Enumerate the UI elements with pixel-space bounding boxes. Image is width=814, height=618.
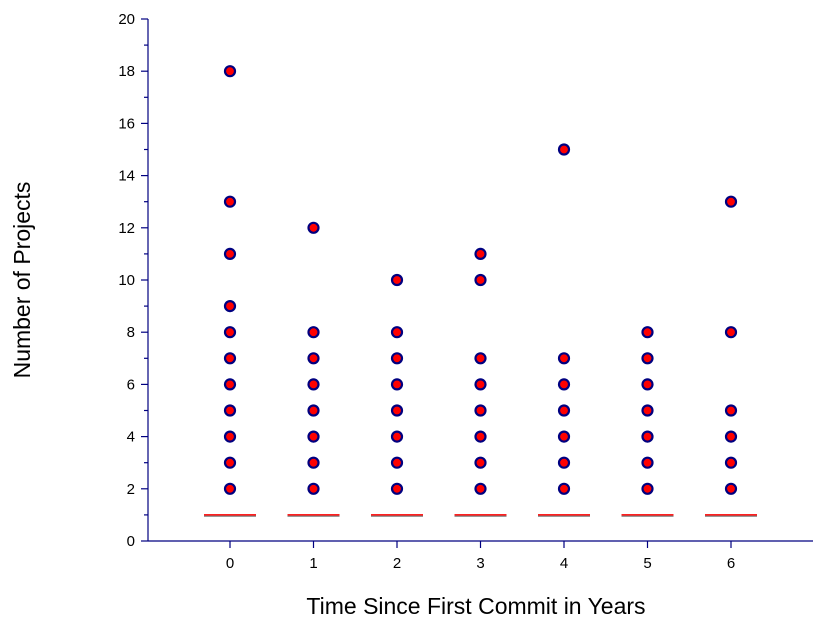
data-point [223,482,237,495]
x-tick-label: 0 [226,555,234,572]
x-tick-label: 6 [727,555,735,572]
data-point [557,143,571,156]
y-axis: 0 2 4 6 8 10 12 14 16 18 20 [118,11,149,550]
data-point [641,430,654,443]
data-point [474,352,487,365]
data-point [390,352,404,365]
y-axis-title: Number of Projects [9,182,35,379]
data-points [223,65,738,495]
x-tick-label: 3 [476,555,484,572]
data-point [641,378,654,391]
y-tick-label: 2 [127,481,135,498]
data-point [474,404,487,417]
data-point [223,404,237,417]
data-point [390,378,404,391]
data-point [724,195,738,208]
y-tick-label: 18 [118,63,135,80]
data-point [641,326,654,339]
data-point [474,378,487,391]
x-axis-title: Time Since First Commit in Years [306,593,645,618]
data-point [307,378,320,391]
data-point [557,430,571,443]
x-tick-label: 4 [560,555,568,572]
data-point [307,352,320,365]
y-tick-label: 4 [127,429,135,446]
data-point [307,221,320,234]
y-tick-label: 10 [118,272,135,289]
data-point [557,378,571,391]
data-point [223,326,237,339]
data-point [223,456,237,469]
data-point [474,430,487,443]
median-markers [204,514,757,517]
data-point [223,195,237,208]
data-point [307,404,320,417]
data-point [390,482,404,495]
y-tick-label: 16 [118,115,135,132]
data-point [724,430,738,443]
data-point [307,430,320,443]
data-point [223,247,237,260]
data-point [390,430,404,443]
data-point [307,482,320,495]
data-point [557,482,571,495]
data-point [390,326,404,339]
data-point [557,456,571,469]
data-point [557,404,571,417]
data-point [641,482,654,495]
data-point [223,65,237,78]
x-tick-label: 1 [309,555,317,572]
data-point [390,273,404,287]
data-point [390,404,404,417]
data-point [223,352,237,365]
data-point [724,404,738,417]
y-tick-label: 0 [127,533,135,550]
data-point [223,300,237,313]
data-point [724,482,738,495]
y-tick-label: 14 [118,168,135,185]
x-axis: 0 1 2 3 4 5 6 [148,540,813,572]
data-point [724,456,738,469]
data-point [390,456,404,469]
data-point [307,456,320,469]
data-point [474,482,487,495]
x-tick-label: 5 [643,555,651,572]
data-point [641,352,654,365]
x-tick-label: 2 [393,555,401,572]
data-point [223,430,237,443]
data-point [641,456,654,469]
data-point [557,352,571,365]
data-point [474,273,487,287]
y-tick-label: 12 [118,220,135,237]
data-point [223,378,237,391]
data-point [474,456,487,469]
y-tick-label: 6 [127,376,135,393]
data-point [724,326,738,339]
y-tick-label: 20 [118,11,135,28]
y-tick-label: 8 [127,324,135,341]
data-point [641,404,654,417]
data-point [474,247,487,260]
data-point [307,326,320,339]
